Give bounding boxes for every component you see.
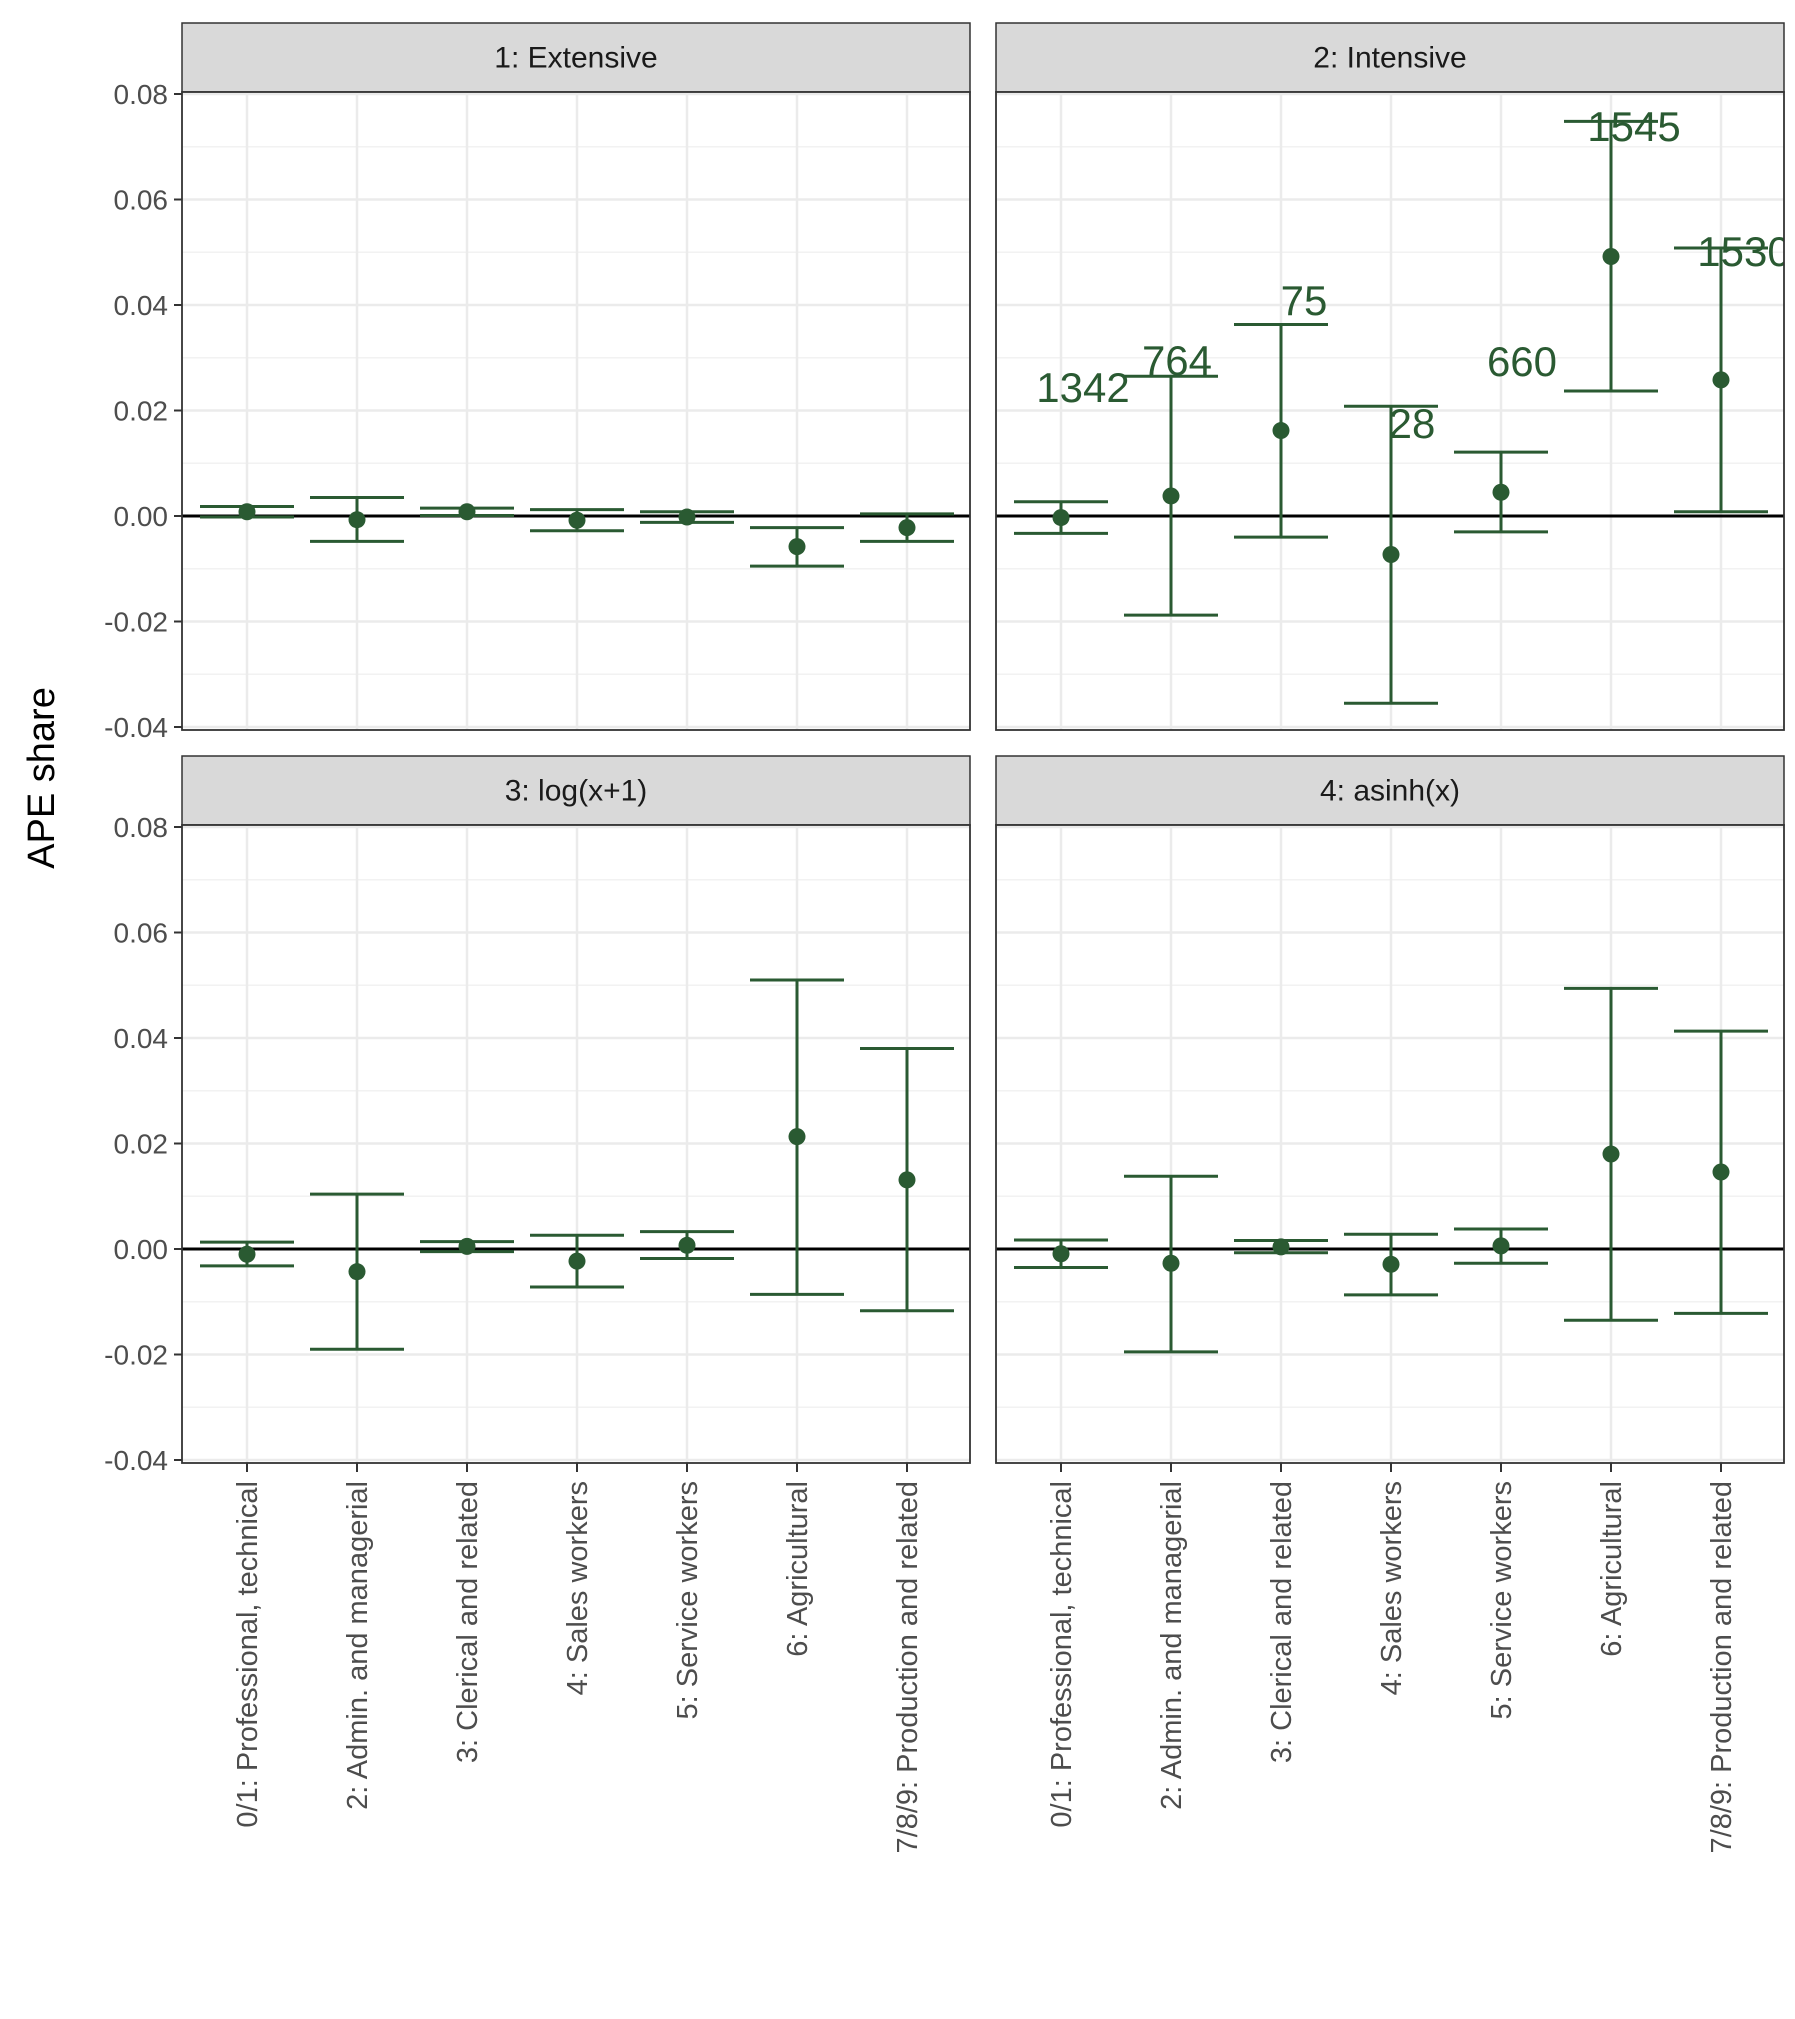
estimate-point [348,1263,366,1281]
y-axis-label: APE share [21,687,63,869]
x-tick-label: 3: Clerical and related [1266,1481,1298,1763]
y-tick-label: -0.02 [104,607,168,638]
y-tick-label: 0.08 [114,812,169,843]
estimate-point [568,1252,586,1270]
estimate-point [1162,487,1180,505]
panel-4: 4: asinh(x) 0/1: Professional, technical 2… [995,755,1785,1853]
y-tick-label: 0.06 [114,918,169,949]
panel-title: 2: Intensive [1313,42,1466,75]
estimate-point [1382,1255,1400,1273]
x-tick-label: 0/1: Professional, technical [1046,1481,1078,1828]
annotation-group: 1342 764 75 28 660 1545 1530 [1036,103,1790,447]
estimate-point [1492,1237,1510,1255]
estimate-point [1052,509,1070,527]
count-label: 1530 [1697,228,1790,275]
estimate-point [678,508,696,526]
panel-border [995,91,1785,731]
estimate-point [1052,1245,1070,1263]
x-tick-label: 2: Admin. and managerial [1156,1481,1188,1810]
estimate-point [1602,247,1620,265]
y-tick-label: 0.06 [114,185,169,216]
estimate-point [1272,422,1290,440]
panel-title: 1: Extensive [494,42,657,75]
x-tick-label: 0/1: Professional, technical [232,1481,264,1828]
y-tick-label: -0.04 [104,1445,168,1476]
panel-strip [181,755,971,826]
estimate-point [1162,1254,1180,1272]
panel-1: 1: Extensive -0.04 -0.02 0.00 0.02 0.04 0.06 0.… [104,22,971,743]
x-tick-label: 5: Service workers [1486,1481,1518,1720]
count-label: 1342 [1036,364,1129,411]
x-tick-label: 4: Sales workers [562,1481,594,1695]
estimate-point [458,1237,476,1255]
count-label: 764 [1142,337,1212,384]
y-tick-label: 0.02 [114,396,169,427]
estimate-point [1712,1163,1730,1181]
panel-3: 3: log(x+1) -0.04 -0.02 0.00 0.02 0.04 0.06 0.0… [104,755,971,1853]
count-label: 1545 [1587,103,1680,150]
panel-strip [995,755,1785,826]
estimate-point [458,503,476,521]
count-label: 75 [1281,277,1328,324]
estimate-point [788,1128,806,1146]
x-tick-label: 7/8/9: Production and related [892,1481,924,1853]
estimate-point [568,511,586,529]
y-tick-label: 0.04 [114,1023,169,1054]
y-tick-label: 0.04 [114,290,169,321]
panel-2: 2: Intensive 1342 764 75 28 660 1545 1530 [995,22,1790,731]
estimate-point [898,1171,916,1189]
estimate-point [788,538,806,556]
x-tick-label: 7/8/9: Production and related [1706,1481,1738,1853]
x-tick-label: 6: Agricultural [1596,1481,1628,1657]
y-tick-label: 0.00 [114,501,169,532]
count-label: 28 [1389,400,1436,447]
estimate-point [348,511,366,529]
x-tick-label: 6: Agricultural [782,1481,814,1657]
x-tick-label: 3: Clerical and related [452,1481,484,1763]
estimate-point [238,1245,256,1263]
estimate-point [678,1236,696,1254]
y-tick-label: 0.02 [114,1129,169,1160]
estimate-point [1712,371,1730,389]
panels: 1: Extensive -0.04 -0.02 0.00 0.02 0.04 0.06 0.… [104,22,1790,1853]
y-tick-label: -0.04 [104,712,168,743]
count-label: 660 [1487,338,1557,385]
estimate-point [1602,1145,1620,1163]
panel-strip [995,22,1785,93]
estimate-point [1382,546,1400,564]
x-tick-label: 2: Admin. and managerial [342,1481,374,1810]
estimate-point [898,519,916,537]
estimate-point [1492,483,1510,501]
y-tick-label: 0.08 [114,79,169,110]
estimate-point [238,503,256,521]
panel-title: 4: asinh(x) [1320,775,1460,808]
panel-strip [181,22,971,93]
estimate-point [1272,1238,1290,1256]
x-tick-label: 5: Service workers [672,1481,704,1720]
x-tick-label: 4: Sales workers [1376,1481,1408,1695]
y-tick-label: 0.00 [114,1234,169,1265]
y-tick-label: -0.02 [104,1340,168,1371]
panel-title: 3: log(x+1) [505,775,648,808]
